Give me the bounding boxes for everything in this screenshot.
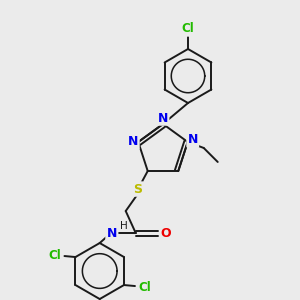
Text: O: O [160,226,171,239]
Text: H: H [120,221,128,231]
Text: N: N [158,112,168,124]
Text: Cl: Cl [48,248,61,262]
Text: Cl: Cl [182,22,194,35]
Text: S: S [133,182,142,196]
Text: N: N [188,134,198,146]
Text: N: N [106,226,117,239]
Text: Cl: Cl [139,280,151,293]
Text: N: N [128,136,139,148]
